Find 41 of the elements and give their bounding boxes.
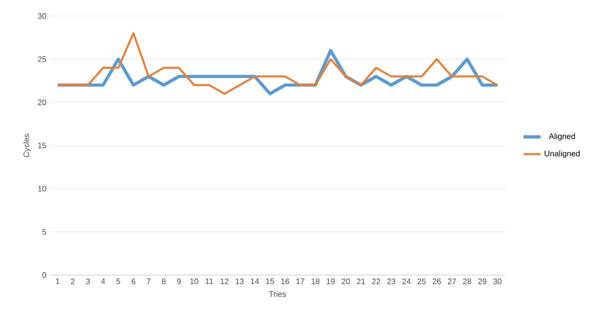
x-tick-label: 4 — [101, 278, 106, 284]
x-tick-label: 25 — [418, 278, 426, 284]
x-tick-label: 27 — [448, 278, 456, 284]
x-tick-label: 9 — [177, 278, 181, 284]
x-tick-label: 17 — [296, 278, 304, 284]
x-tick-label: 6 — [132, 278, 136, 284]
x-tick-label: 15 — [266, 278, 274, 284]
x-tick-label: 8 — [162, 278, 166, 284]
x-tick-label: 3 — [86, 278, 90, 284]
x-tick-label: 24 — [402, 278, 411, 284]
x-tick-label: 1 — [56, 278, 60, 284]
x-tick-label: 13 — [236, 278, 244, 284]
y-tick-label: 10 — [38, 186, 46, 192]
x-tick-label: 10 — [190, 278, 198, 284]
x-tick-label: 11 — [206, 278, 214, 284]
legend-label: Unaligned — [544, 150, 580, 158]
y-axis-title: Cycles — [23, 134, 31, 158]
x-tick-label: 18 — [312, 278, 320, 284]
legend-label: Aligned — [548, 133, 575, 141]
x-axis-title: Tries — [268, 291, 286, 297]
y-tick-label: 15 — [38, 142, 46, 148]
x-tick-label: 14 — [250, 278, 259, 284]
y-tick-label: 25 — [38, 56, 46, 62]
x-tick-label: 12 — [220, 278, 228, 284]
x-tick-label: 28 — [463, 278, 472, 284]
x-tick-label: 26 — [432, 278, 441, 284]
x-tick-label: 20 — [342, 278, 350, 284]
x-tick-label: 29 — [478, 278, 486, 284]
x-tick-label: 7 — [146, 278, 150, 284]
x-tick-label: 21 — [356, 278, 365, 284]
y-tick-label: 30 — [38, 13, 46, 19]
x-tick-label: 22 — [372, 278, 380, 284]
x-tick-label: 30 — [493, 278, 502, 284]
y-tick-label: 5 — [42, 229, 46, 235]
x-tick-label: 23 — [387, 278, 396, 284]
x-tick-label: 2 — [70, 278, 75, 284]
y-tick-label: 20 — [38, 100, 46, 106]
x-tick-label: 19 — [326, 278, 335, 284]
x-tick-label: 16 — [281, 278, 290, 284]
x-tick-label: 5 — [116, 278, 120, 284]
y-tick-label: 0 — [42, 272, 46, 278]
